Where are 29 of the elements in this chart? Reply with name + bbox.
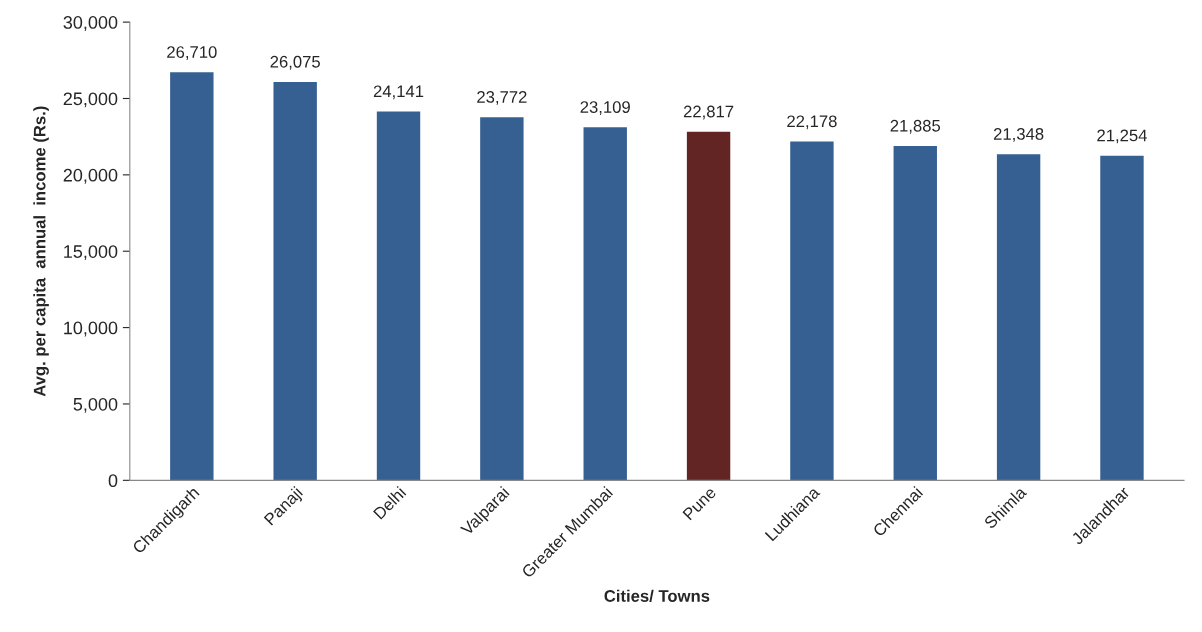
- bar: [376, 111, 421, 481]
- data-label: 26,710: [167, 46, 217, 60]
- data-label: 22,178: [787, 115, 837, 130]
- bar: [686, 131, 731, 481]
- bar: [170, 72, 214, 481]
- y-tick-label: 15,000: [64, 245, 118, 261]
- data-label: 23,109: [580, 101, 630, 115]
- bar: [893, 146, 937, 481]
- y-tick-label: 10,000: [64, 321, 118, 337]
- data-label: 22,817: [683, 105, 734, 120]
- bar: [480, 117, 524, 481]
- y-axis-title: Avg. per capita annual income (Rs.): [33, 106, 49, 397]
- bar: [790, 141, 834, 481]
- bar: [583, 127, 627, 481]
- data-label: 24,141: [373, 85, 424, 100]
- data-label: 21,348: [993, 128, 1044, 142]
- y-tick-label: 20,000: [63, 168, 118, 184]
- bar: [996, 154, 1041, 481]
- y-tick-label: 25,000: [63, 92, 118, 108]
- x-axis-title: Cities/ Towns: [604, 589, 710, 603]
- data-label: 21,254: [1097, 129, 1147, 144]
- bar: [1100, 155, 1144, 481]
- y-tick-label: 30,000: [63, 16, 118, 31]
- bar: [273, 82, 317, 481]
- data-label: 23,772: [477, 91, 527, 105]
- y-tick-label: 0: [108, 474, 118, 488]
- data-label: 21,885: [890, 119, 941, 134]
- y-tick-label: 5,000: [73, 397, 118, 413]
- data-label: 26,075: [270, 55, 320, 70]
